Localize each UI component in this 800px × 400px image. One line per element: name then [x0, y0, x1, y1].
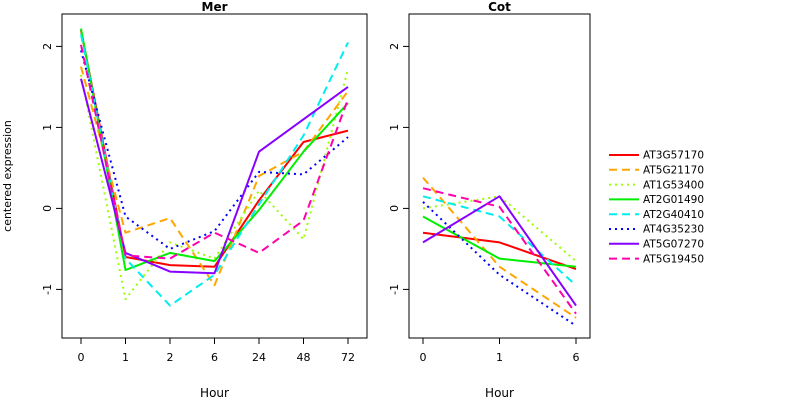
x-axis-label: Hour: [200, 386, 229, 400]
panel-mer: Mer 0 1 2 6 24 48 72 -1 0 1 2 Hour centered expressio…: [1, 0, 368, 400]
series-line-at5g19450: [422, 187, 577, 315]
y-tick-label: -1: [41, 284, 54, 295]
x-tick-label: 6: [573, 351, 580, 364]
legend-label: AT3G57170: [643, 150, 704, 162]
legend-label: AT5G07270: [643, 238, 704, 250]
legend-label: AT5G19450: [643, 253, 704, 265]
legend-label: AT2G01490: [643, 194, 704, 206]
legend-label: AT5G21170: [643, 164, 704, 176]
series-line-at2g01490: [80, 28, 349, 271]
x-tick-label: 72: [341, 351, 355, 364]
x-tick-label: 48: [297, 351, 311, 364]
y-tick-label: 2: [388, 43, 401, 50]
legend-label: AT2G40410: [643, 209, 704, 221]
y-axis-label: centered expression: [1, 120, 14, 232]
series-line-at5g19450: [80, 44, 349, 260]
x-tick-label: 2: [167, 351, 174, 364]
legend: AT3G57170 AT5G21170 AT1G53400 AT2G01490 AT2G…: [609, 150, 704, 265]
series-line-at5g21170: [80, 66, 349, 287]
x-tick-label: 6: [211, 351, 218, 364]
series-line-at2g01490: [422, 215, 577, 268]
x-tick-label: 1: [496, 351, 503, 364]
x-axis-label: Hour: [485, 386, 514, 400]
x-tick-label: 24: [252, 351, 266, 364]
x-tick-label: 0: [420, 351, 427, 364]
plot-frame: [408, 13, 591, 339]
panel-cot: Cot 0 1 6 -1 0 1 2 Hour: [388, 0, 591, 400]
x-tick-label: 0: [78, 351, 85, 364]
y-tick-label: 2: [41, 43, 54, 50]
series-line-at1g53400: [80, 68, 349, 301]
y-tick-label: 0: [388, 205, 401, 212]
series-line-at3g57170: [422, 231, 577, 271]
series-line-at5g21170: [422, 176, 577, 319]
legend-label: AT1G53400: [643, 179, 704, 191]
legend-label: AT4G35230: [643, 224, 704, 236]
series-line-at1g53400: [422, 195, 577, 262]
series-line-at2g40410: [80, 34, 349, 307]
y-tick-label: 1: [41, 124, 54, 131]
y-tick-label: 1: [388, 124, 401, 131]
x-tick-label: 1: [122, 351, 129, 364]
series-line-at2g40410: [422, 195, 577, 287]
chart-title: Mer: [202, 0, 228, 14]
chart-title: Cot: [488, 0, 511, 14]
series-line-at5g07270: [422, 195, 577, 307]
y-tick-label: -1: [388, 284, 401, 295]
y-tick-label: 0: [41, 205, 54, 212]
